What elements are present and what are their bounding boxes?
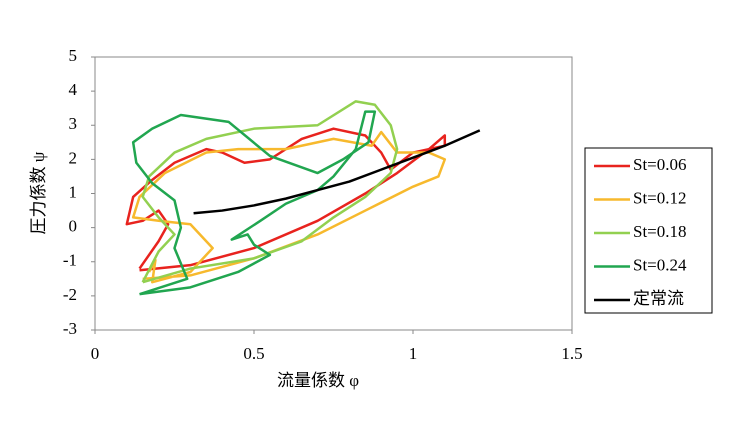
y-axis-label: 圧力係数 ψ — [29, 151, 48, 234]
legend-label: 定常流 — [633, 289, 684, 308]
series-line — [141, 100, 399, 284]
x-tick-label: 0.5 — [243, 344, 264, 363]
y-tick-label: 3 — [69, 114, 78, 133]
x-axis-label: 流量係数 φ — [277, 371, 359, 390]
y-tick-label: -3 — [63, 319, 77, 338]
x-tick-label: 1 — [409, 344, 418, 363]
y-tick-label: 2 — [69, 148, 78, 167]
y-tick-label: -2 — [63, 285, 77, 304]
y-tick-label: 5 — [69, 46, 78, 65]
legend-label: St=0.06 — [633, 155, 687, 174]
legend-box — [584, 147, 713, 314]
y-tick-label: -1 — [63, 251, 77, 270]
x-tick-label: 1.5 — [561, 344, 582, 363]
y-tick-label: 0 — [69, 217, 78, 236]
y-tick-label: 1 — [69, 182, 78, 201]
series-line — [131, 130, 447, 284]
series-line — [193, 129, 481, 215]
legend-label: St=0.24 — [633, 255, 687, 274]
x-tick-label: 0 — [91, 344, 100, 363]
series-line — [131, 110, 377, 296]
legend-label: St=0.12 — [633, 188, 687, 207]
y-tick-label: 4 — [69, 80, 78, 99]
legend-label: St=0.18 — [633, 222, 687, 241]
